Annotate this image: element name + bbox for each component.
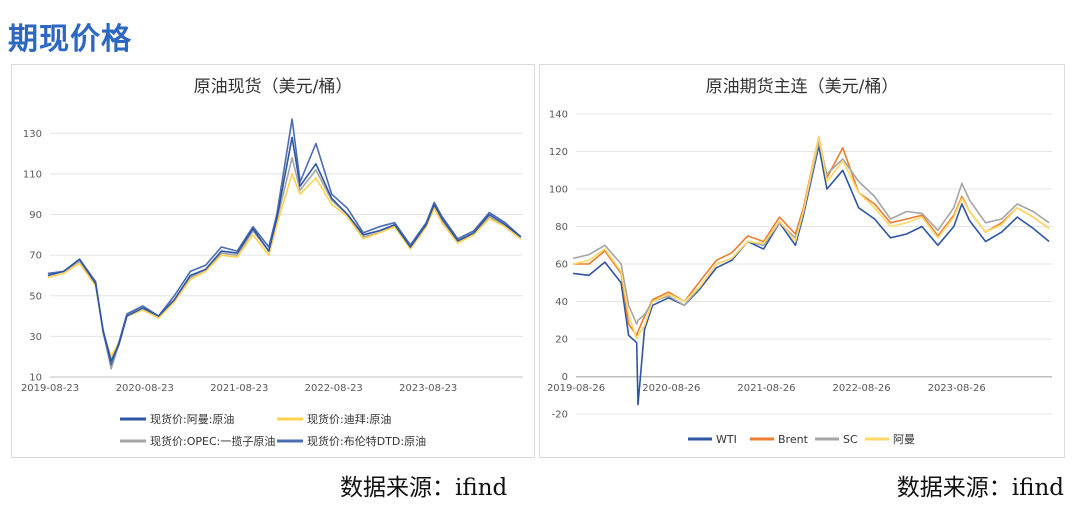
- chart-title: 原油现货（美元/桶）: [194, 77, 353, 97]
- series-line-0: [573, 145, 1050, 406]
- x-tick-label: 2020-08-26: [642, 383, 700, 394]
- y-tick-label: 130: [23, 129, 42, 140]
- legend-label: Brent: [778, 433, 809, 446]
- futures-price-chart-panel: 原油期货主连（美元/桶） -20 0 20 40 60 80 100 120 140 2019-08…: [539, 64, 1065, 458]
- y-tick-label: 140: [549, 110, 568, 121]
- x-tick-label: 2021-08-23: [210, 383, 268, 394]
- data-source-right: 数据来源：ifind: [896, 475, 1064, 501]
- y-tick-label: 60: [555, 260, 568, 271]
- y-tick-label: 90: [29, 210, 42, 221]
- series-line-3: [47, 118, 522, 366]
- legend-label: 现货价:OPEC:一揽子原油: [150, 434, 275, 448]
- series-line-0: [47, 136, 522, 362]
- page-heading: 期现价格: [8, 22, 132, 57]
- x-tick-label: 2020-08-23: [116, 383, 174, 394]
- legend-label: WTI: [716, 433, 737, 446]
- futures-price-chart: 原油期货主连（美元/桶） -20 0 20 40 60 80 100 120 140 2019-08…: [547, 77, 1052, 446]
- y-tick-label: 50: [29, 291, 42, 302]
- legend-label: 现货价:迪拜:原油: [307, 412, 391, 426]
- y-tick-label: 0: [562, 372, 568, 383]
- y-tick-label: 120: [549, 147, 568, 158]
- y-tick-label: -20: [552, 410, 568, 421]
- y-tick-label: 10: [29, 373, 42, 384]
- legend-label: 现货价:布伦特DTD:原油: [307, 434, 426, 448]
- x-tick-label: 2023-08-23: [399, 383, 457, 394]
- y-tick-label: 70: [29, 251, 42, 262]
- legend-label: 阿曼: [893, 433, 915, 446]
- spot-price-chart-panel: 原油现货（美元/桶） 10 30 50 70 90 110 130 2019-08-23 2020…: [11, 64, 535, 458]
- x-tick-label: 2021-08-26: [737, 383, 795, 394]
- y-tick-label: 80: [555, 222, 568, 233]
- x-tick-label: 2023-08-26: [928, 383, 986, 394]
- spot-price-chart: 原油现货（美元/桶） 10 30 50 70 90 110 130 2019-08-23 2020…: [21, 77, 523, 448]
- y-tick-label: 20: [555, 335, 568, 346]
- y-tick-label: 30: [29, 332, 42, 343]
- x-tick-label: 2019-08-26: [547, 383, 605, 394]
- y-tick-label: 110: [23, 169, 42, 180]
- x-tick-label: 2019-08-23: [21, 383, 79, 394]
- series-line-1: [573, 135, 1050, 337]
- series-line-3: [572, 135, 1050, 340]
- legend-label: 现货价:阿曼:原油: [150, 412, 234, 426]
- legend-label: SC: [843, 433, 858, 446]
- data-source-left: 数据来源：ifind: [340, 475, 508, 501]
- series-line-1: [47, 173, 522, 358]
- x-tick-label: 2022-08-26: [832, 383, 890, 394]
- y-tick-label: 40: [555, 297, 568, 308]
- series-line-2: [47, 156, 522, 370]
- y-tick-label: 100: [549, 185, 568, 196]
- x-tick-label: 2022-08-23: [305, 383, 363, 394]
- chart-title: 原油期货主连（美元/桶）: [706, 77, 899, 97]
